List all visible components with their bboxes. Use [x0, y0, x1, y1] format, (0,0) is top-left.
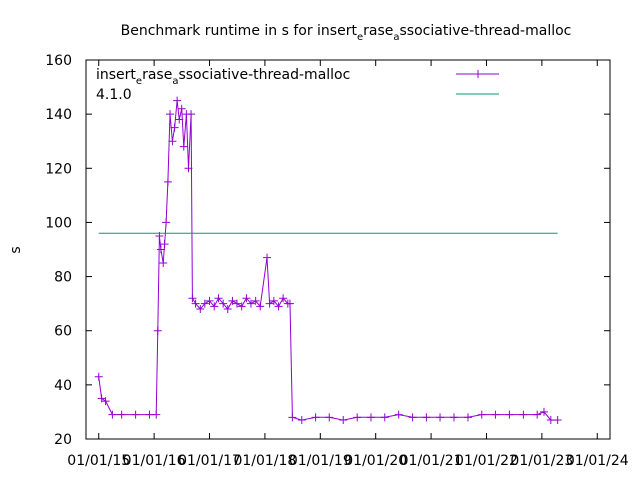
- y-tick-label-3: 80: [54, 270, 72, 286]
- x-tick-label-8: 01/01/23: [510, 453, 573, 469]
- x-tick-label-7: 01/01/22: [455, 453, 518, 469]
- series-1-point-52: [339, 416, 348, 425]
- series-1-point-33: [223, 305, 232, 314]
- series-1-point-21: [179, 142, 188, 151]
- series-1-point-43: [269, 296, 278, 305]
- series-1-point-38: [246, 299, 255, 308]
- series-1-point-49: [297, 416, 306, 425]
- series-1-point-39: [251, 296, 260, 305]
- series-1-point-35: [232, 299, 241, 308]
- series-1-point-8: [153, 326, 162, 335]
- series-1-point-54: [366, 413, 375, 422]
- series-1-point-23: [184, 164, 193, 173]
- series-1-point-65: [519, 410, 528, 419]
- series-1-point-0: [94, 372, 103, 381]
- y-tick-label-4: 100: [45, 215, 72, 231]
- series-1-point-53: [353, 413, 362, 422]
- series-1-point-60: [450, 413, 459, 422]
- x-tick-label-5: 01/01/20: [344, 453, 407, 469]
- series-1-point-68: [546, 416, 555, 425]
- legend-label-series2: 4.1.0: [96, 87, 132, 103]
- legend: inserteraseassociative-thread-malloc 4.1…: [96, 67, 499, 103]
- legend-label-series1: inserteraseassociative-thread-malloc: [96, 67, 350, 87]
- series-1-point-45: [279, 294, 288, 303]
- y-tick-label-2: 60: [54, 324, 72, 340]
- series-1-point-44: [274, 302, 283, 311]
- y-tick-label-7: 160: [45, 53, 72, 69]
- series-1-point-24: [187, 110, 196, 119]
- plot-frame: [85, 59, 611, 440]
- series-1-point-14: [163, 177, 172, 186]
- series-1-point-66: [533, 410, 542, 419]
- series-1-point-12: [160, 240, 169, 249]
- series-1-point-31: [214, 294, 223, 303]
- series-1-point-64: [505, 410, 514, 419]
- series-1-point-55: [380, 413, 389, 422]
- series-1-point-29: [205, 296, 214, 305]
- series-1-point-4: [117, 410, 126, 419]
- x-tick-label-1: 01/01/16: [123, 453, 186, 469]
- y-tick-label-6: 140: [45, 107, 72, 123]
- chart-title: Benchmark runtime in s for inserteraseas…: [121, 23, 572, 43]
- x-tick-label-9: 01/01/24: [566, 453, 629, 469]
- series-1-point-15: [166, 110, 175, 119]
- series-1-point-58: [422, 413, 431, 422]
- series-1-point-37: [242, 294, 251, 303]
- series-1-point-19: [175, 115, 184, 124]
- series-1-point-17: [170, 123, 179, 132]
- series-1-point-13: [162, 218, 171, 227]
- series-1-point-18: [173, 96, 182, 105]
- series-1-point-63: [491, 410, 500, 419]
- series-1-point-7: [152, 410, 161, 419]
- series: [94, 96, 562, 425]
- series-1-point-61: [463, 413, 472, 422]
- series-1-point-50: [311, 413, 320, 422]
- series-1-point-36: [237, 302, 246, 311]
- series-1-point-3: [108, 410, 117, 419]
- x-tick-label-4: 01/01/19: [289, 453, 352, 469]
- series-1-point-11: [159, 259, 168, 268]
- series-1-line: [98, 100, 558, 421]
- series-1-point-56: [394, 410, 403, 419]
- series-1-point-59: [436, 413, 445, 422]
- series-1-point-42: [265, 299, 274, 308]
- y-tick-label-1: 40: [54, 378, 72, 394]
- axes: 2040608010012014016001/01/1501/01/1601/0…: [45, 53, 629, 469]
- y-axis-label: s: [8, 246, 24, 253]
- series-1-point-62: [477, 410, 486, 419]
- series-1-point-2: [101, 397, 110, 406]
- series-1-point-34: [228, 296, 237, 305]
- series-1-point-48: [288, 413, 297, 422]
- series-1-point-41: [263, 253, 272, 262]
- series-1-point-10: [156, 245, 165, 254]
- series-1-point-57: [408, 413, 417, 422]
- series-1-point-27: [196, 305, 205, 314]
- series-1-point-32: [219, 299, 228, 308]
- x-tick-label-3: 01/01/18: [233, 453, 296, 469]
- y-tick-label-0: 20: [54, 432, 72, 448]
- series-1-point-6: [145, 410, 154, 419]
- x-tick-label-6: 01/01/21: [400, 453, 463, 469]
- y-tick-label-5: 120: [45, 161, 72, 177]
- series-1-point-47: [285, 299, 294, 308]
- series-1-point-28: [200, 299, 209, 308]
- series-1-point-20: [177, 104, 186, 113]
- series-1-point-30: [210, 302, 219, 311]
- series-1-point-40: [256, 302, 265, 311]
- series-1-point-26: [191, 299, 200, 308]
- series-1-point-51: [325, 413, 334, 422]
- x-tick-label-0: 01/01/15: [67, 453, 130, 469]
- series-1-point-16: [168, 137, 177, 146]
- series-1-point-25: [188, 294, 197, 303]
- series-1-point-67: [539, 407, 548, 416]
- series-1-point-69: [553, 416, 562, 425]
- series-1-point-5: [131, 410, 140, 419]
- x-tick-label-2: 01/01/17: [178, 453, 241, 469]
